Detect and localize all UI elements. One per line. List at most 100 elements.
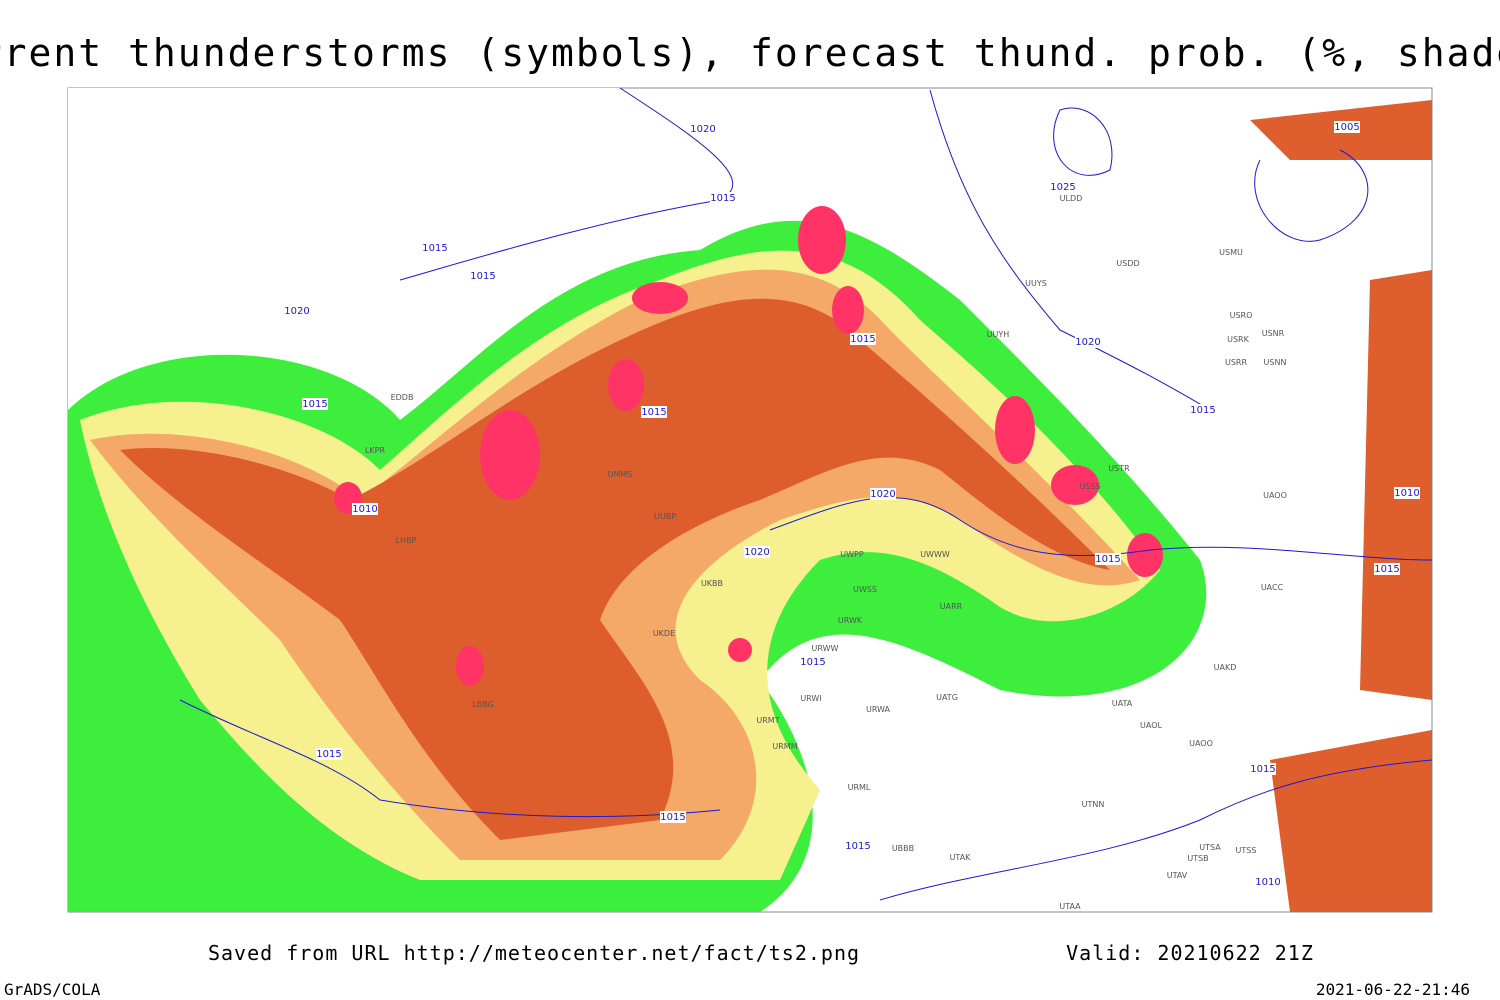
isobar-label-bg bbox=[845, 840, 871, 852]
isobar-label-bg bbox=[1190, 404, 1216, 416]
isobar-label: 1015 bbox=[1095, 554, 1120, 565]
isobar-label: 1015 bbox=[1374, 564, 1399, 575]
storm-cluster bbox=[608, 359, 644, 411]
station-label: UTAK bbox=[950, 853, 972, 862]
prob-east bbox=[1250, 100, 1432, 912]
isobar-label: 1015 bbox=[470, 271, 495, 282]
shading bbox=[68, 100, 1432, 912]
station-label: UTNN bbox=[1082, 800, 1105, 809]
isobar-label-bg bbox=[302, 398, 328, 410]
station-label: LBBG bbox=[472, 700, 494, 709]
isobar-label: 1020 bbox=[870, 489, 895, 500]
isobar-label-bg bbox=[1255, 876, 1281, 888]
isobar-label: 1015 bbox=[641, 407, 666, 418]
station-label: URWI bbox=[800, 694, 821, 703]
isobar-label: 1015 bbox=[316, 749, 341, 760]
isobar-label: 1015 bbox=[302, 399, 327, 410]
station-labels: ULDD USDD USMU UUYS USRO USRK USNR USRR USNN UUYH… bbox=[365, 194, 1287, 911]
isobar bbox=[399, 87, 734, 281]
station-label: UACC bbox=[1261, 583, 1284, 592]
isobar-label-bg bbox=[870, 488, 896, 500]
station-label: URWK bbox=[838, 616, 863, 625]
isobar-label: 1015 bbox=[1250, 764, 1275, 775]
station-label: USRR bbox=[1225, 358, 1247, 367]
station-label: USNN bbox=[1264, 358, 1287, 367]
isobar-label-bg bbox=[1095, 553, 1121, 565]
storm-cluster bbox=[480, 410, 540, 500]
station-label: ULDD bbox=[1060, 194, 1083, 203]
isobar-label-bg bbox=[1050, 181, 1076, 193]
station-label: UKBB bbox=[701, 579, 723, 588]
isobar bbox=[179, 699, 721, 818]
station-label: UWPP bbox=[840, 550, 864, 559]
station-label: URWA bbox=[866, 705, 891, 714]
isobar-label-bg bbox=[1075, 336, 1101, 348]
timestamp: 2021-06-22-21:46 bbox=[1316, 980, 1470, 999]
isobar-label-bg bbox=[352, 503, 378, 515]
storm-cluster bbox=[1051, 465, 1099, 505]
station-label: UTAA bbox=[1059, 902, 1081, 911]
station-label: UTSS bbox=[1236, 846, 1257, 855]
isobar-label-bg bbox=[470, 270, 496, 282]
isobar-label: 1010 bbox=[1255, 877, 1280, 888]
station-label: UAOL bbox=[1140, 721, 1162, 730]
isobar-label-bg bbox=[316, 748, 342, 760]
station-label: UATG bbox=[936, 693, 958, 702]
isobar-label-bg bbox=[641, 406, 667, 418]
station-label: UKDE bbox=[653, 629, 675, 638]
storm-cluster bbox=[1127, 533, 1163, 577]
isobar bbox=[929, 89, 1211, 411]
isobar-label-bg bbox=[284, 305, 310, 317]
isobar-label: 1020 bbox=[690, 124, 715, 135]
isobar-label-bg bbox=[1334, 121, 1360, 133]
isobar-labels: 1020 1015 1015 1015 1020 1015 1010 1015 1015 1025… bbox=[284, 121, 1420, 888]
isobar-label: 1020 bbox=[744, 547, 769, 558]
station-label: USRK bbox=[1227, 335, 1249, 344]
station-label: URWW bbox=[812, 644, 839, 653]
station-label: UUYH bbox=[987, 330, 1010, 339]
station-label: UUBP bbox=[654, 512, 676, 521]
isobar-label: 1015 bbox=[1190, 405, 1215, 416]
station-label: UAOO bbox=[1263, 491, 1287, 500]
station-label: USNR bbox=[1262, 329, 1285, 338]
isobar-label: 1015 bbox=[850, 334, 875, 345]
isobar-label: 1005 bbox=[1334, 122, 1359, 133]
isobar-label-bg bbox=[660, 811, 686, 823]
valid-time: Valid: 20210622 21Z bbox=[1066, 941, 1314, 965]
station-label: UAKD bbox=[1214, 663, 1237, 672]
station-label: UWSS bbox=[853, 585, 877, 594]
isobar-label-bg bbox=[850, 333, 876, 345]
map-frame: 1020 1015 1015 1015 1020 1015 1010 1015 1015 1025… bbox=[67, 87, 1433, 913]
isobar-label: 1015 bbox=[660, 812, 685, 823]
isobar-label-bg bbox=[710, 192, 736, 204]
isobar-label-bg bbox=[1250, 763, 1276, 775]
storm-cluster bbox=[798, 206, 846, 274]
station-label: USRO bbox=[1230, 311, 1253, 320]
isobar-label-bg bbox=[422, 242, 448, 254]
prob-very-high bbox=[120, 298, 1110, 840]
isobar-label-bg bbox=[1374, 563, 1400, 575]
station-label: UARR bbox=[940, 602, 963, 611]
station-label: UUYS bbox=[1025, 279, 1047, 288]
station-label: LKPR bbox=[365, 446, 386, 455]
isobar-label: 1010 bbox=[352, 504, 377, 515]
station-label: URMM bbox=[772, 742, 797, 751]
isobar-label: 1015 bbox=[800, 657, 825, 668]
station-label: UWWW bbox=[920, 550, 950, 559]
storm-cluster bbox=[995, 396, 1035, 464]
isobar-label: 1015 bbox=[845, 841, 870, 852]
storm-cluster bbox=[632, 282, 688, 314]
source-url: Saved from URL http://meteocenter.net/fa… bbox=[208, 941, 860, 965]
isobar-label-bg bbox=[800, 656, 826, 668]
isobar-label: 1025 bbox=[1050, 182, 1075, 193]
station-label: LHBP bbox=[396, 536, 417, 545]
station-label: UTSA bbox=[1199, 843, 1221, 852]
station-label: USSS bbox=[1079, 482, 1100, 491]
software: GrADS/COLA bbox=[4, 980, 101, 999]
storm-cluster bbox=[832, 286, 864, 334]
station-label: EDDB bbox=[391, 393, 414, 402]
station-label: UTSB bbox=[1187, 854, 1208, 863]
isobar-label: 1020 bbox=[284, 306, 309, 317]
station-label: UMMS bbox=[608, 470, 633, 479]
